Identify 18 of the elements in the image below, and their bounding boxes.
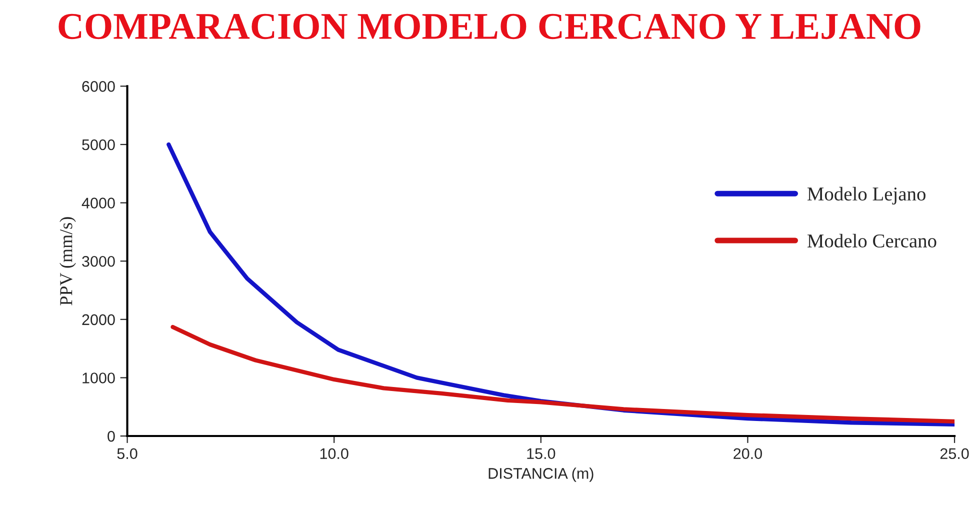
line-series <box>170 324 955 424</box>
legend-label: Modelo Lejano <box>807 186 926 205</box>
x-tick-label: 20.0 <box>734 448 762 460</box>
x-axis-title: DISTANCIA (m) <box>488 468 594 482</box>
x-tick-label: 25.0 <box>940 448 969 460</box>
y-tick-label: 3000 <box>82 256 115 267</box>
y-tick-label: 5000 <box>82 139 115 150</box>
x-tick-label: 10.0 <box>320 448 348 460</box>
x-tick-label: 15.0 <box>527 448 556 460</box>
legend-label: Modelo Cercano <box>807 234 936 248</box>
chart-title: COMPARACION MODELO CERCANO Y LEJANO <box>58 14 920 40</box>
y-tick-label: 2000 <box>82 314 115 326</box>
y-axis-title: PPV (mm/s) <box>60 217 76 306</box>
x-tick-label: 5.0 <box>117 448 138 460</box>
y-tick-label: 1000 <box>82 372 115 384</box>
y-tick-label: 4000 <box>82 198 115 208</box>
y-tick-label: 6000 <box>82 81 115 92</box>
y-tick-label: 0 <box>108 430 115 442</box>
